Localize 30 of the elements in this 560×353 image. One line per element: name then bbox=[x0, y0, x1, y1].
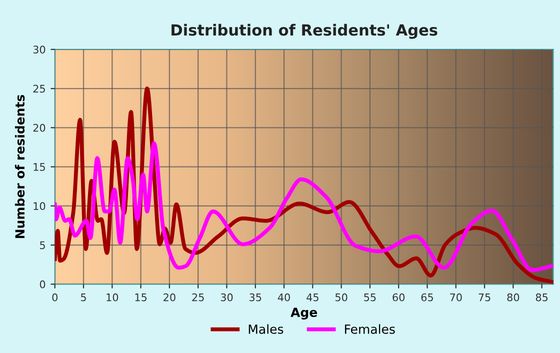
x-tick-label: 50 bbox=[335, 293, 348, 302]
y-tick-label: 30 bbox=[33, 46, 46, 54]
x-tick-label: 80 bbox=[507, 293, 520, 302]
y-tick-label: 15 bbox=[34, 163, 45, 171]
y-tick-label: 20 bbox=[33, 124, 46, 132]
chart-title: Distribution of Residents' Ages bbox=[172, 24, 438, 39]
x-tick-label: 45 bbox=[306, 294, 318, 302]
y-tick-label: 5 bbox=[40, 241, 45, 250]
x-tick-label: 30 bbox=[220, 293, 233, 302]
y-tick-label: 25 bbox=[33, 84, 45, 93]
x-axis-title: Age bbox=[290, 308, 318, 320]
legend-label: Males bbox=[248, 324, 284, 334]
x-tick-label: 60 bbox=[392, 293, 405, 302]
legend-label: Females bbox=[345, 324, 395, 334]
x-tick-label: 5 bbox=[81, 294, 86, 302]
x-tick-label: 40 bbox=[278, 293, 290, 302]
x-tick-label: 85 bbox=[536, 293, 548, 302]
x-tick-label: 65 bbox=[421, 293, 433, 302]
x-tick-label: 25 bbox=[192, 293, 204, 302]
x-tick-label: 75 bbox=[478, 294, 490, 302]
x-tick-label: 20 bbox=[164, 293, 176, 302]
x-tick-label: 55 bbox=[364, 294, 376, 302]
x-tick-label: 10 bbox=[106, 293, 118, 302]
x-tick-label: 15 bbox=[135, 294, 147, 302]
y-tick-label: 0 bbox=[40, 280, 46, 288]
x-tick-label: 35 bbox=[250, 293, 262, 302]
y-axis-title: Number of residents bbox=[14, 94, 25, 238]
x-tick-label: 0 bbox=[52, 293, 58, 302]
x-tick-label: 70 bbox=[450, 293, 462, 302]
y-tick-label: 10 bbox=[34, 202, 46, 210]
